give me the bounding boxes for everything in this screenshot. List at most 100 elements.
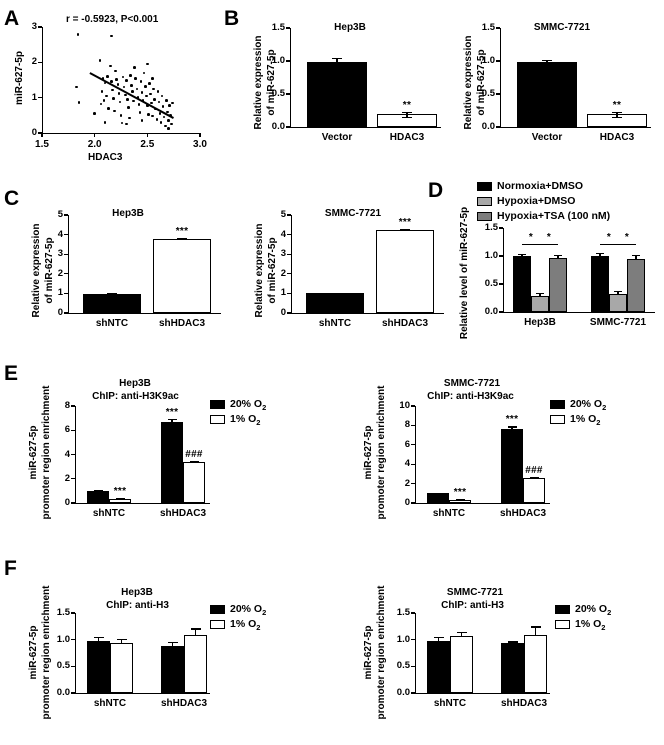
y-tick-label: 0.5 [481,88,495,99]
panel-label-e: E [4,362,18,385]
y-tick-label: 4 [57,228,63,240]
scatter-point [161,105,165,108]
y-tick-label: 5 [57,209,63,220]
scatter-point [138,111,142,114]
error-bar-cap [632,254,640,257]
y-axis-tick [411,692,415,694]
scatter-point [119,114,123,117]
y-axis-tick [286,126,290,128]
bar-shHDAC3 [153,239,211,313]
panel-c-right-chart: SMMC-7721 Relative expression of miR-627… [248,180,448,355]
scatter-point [171,101,174,105]
panel-b-left-title: Hep3B [334,22,366,33]
legend-label-1-o2: 1% O2 [575,618,606,633]
x-tick-label: 2.5 [140,139,155,150]
y-tick-label: 5 [280,209,286,220]
bar-shHDAC3-1% O2 [524,635,547,693]
y-axis-tick [411,463,415,465]
bar-shNTC-1% O2 [110,642,133,693]
legend-label-20-o2: 20% O2 [570,398,607,413]
y-tick-label: 8 [64,400,70,411]
legend-swatch-black [210,605,225,614]
x-axis-line [415,503,550,505]
y-axis-tick [496,27,500,29]
error-bar-cap [93,637,104,639]
y-axis-tick [71,478,75,480]
error-bar [171,641,174,647]
scatter-point [148,82,151,85]
error-bar-lower-cap [402,116,412,119]
significance-mark: ** [402,100,412,112]
error-bar [635,254,637,260]
scatter-point [150,101,153,105]
scatter-point [103,81,107,85]
scatter-point [132,99,135,103]
y-axis-tick [64,312,68,314]
x-axis-line [75,693,210,695]
y-axis-tick [496,60,500,62]
error-bar [97,637,100,641]
bar-shHDAC3-20% O2 [501,642,524,693]
x-tick-label: 1.5 [35,139,49,150]
x-axis-tick [41,133,43,137]
error-bar [534,626,537,636]
scatter-point [98,59,102,62]
panel-c-right-title: SMMC-7721 [324,208,382,219]
error-bar-cap [530,626,541,628]
x-tick-label: shNTC [318,318,352,329]
y-tick-label: 0 [31,127,37,138]
error-bar-cap [93,490,103,492]
y-axis-tick [411,482,415,485]
y-tick-label: 1 [31,91,37,103]
error-bar-cap [596,253,604,255]
scatter-point [117,92,121,95]
scatter-point [110,34,113,38]
y-tick-label: 2 [31,56,37,68]
x-axis-tick [199,133,201,137]
error-bar-lower [616,114,618,117]
scatter-point [126,98,129,101]
y-tick-label: 1.5 [271,22,285,33]
x-axis-line [42,133,200,135]
scatter-point [139,80,143,84]
scatter-point [134,76,138,80]
x-tick-label: shNTC [93,698,127,709]
y-axis-tick [286,27,290,29]
x-tick-label: shHDAC3 [158,318,206,329]
y-axis-tick [64,273,68,275]
y-tick-label: 4 [64,448,70,460]
x-axis-line [290,127,441,129]
y-axis-tick [499,311,503,313]
error-bar [460,632,463,637]
y-axis-tick [64,233,68,236]
y-axis-line [503,228,505,312]
significance-mark: ### [525,465,543,477]
legend-swatch-dark-gray [477,212,492,221]
error-bar-cap [507,426,517,428]
x-tick-label: Vector [531,132,563,143]
scatter-point [114,69,118,73]
legend-swatch-white [550,415,565,424]
significance-mark: ** [612,100,622,112]
y-tick-label: 0.5 [56,660,70,672]
scatter-point [103,121,107,124]
bar-Vector [517,61,577,127]
error-bar [557,254,559,259]
y-tick-label: 6 [64,424,70,436]
scatter-point [129,74,132,78]
y-tick-label: 1.0 [484,250,498,261]
panel-label-a: A [4,7,19,30]
scatter-point [153,98,156,101]
y-tick-label: 1.0 [56,633,70,645]
bar-shNTC [83,293,141,313]
scatter-point [104,94,108,98]
error-bar-cap [542,60,552,62]
panel-c-left-chart: Hep3B Relative expression of miR-627-5p … [25,180,225,355]
y-axis-line [68,215,70,313]
y-axis-line [75,613,77,693]
y-axis-tick [71,665,75,668]
y-axis-line [500,28,502,127]
y-axis-tick [71,405,75,407]
significance-mark: * [624,232,630,243]
